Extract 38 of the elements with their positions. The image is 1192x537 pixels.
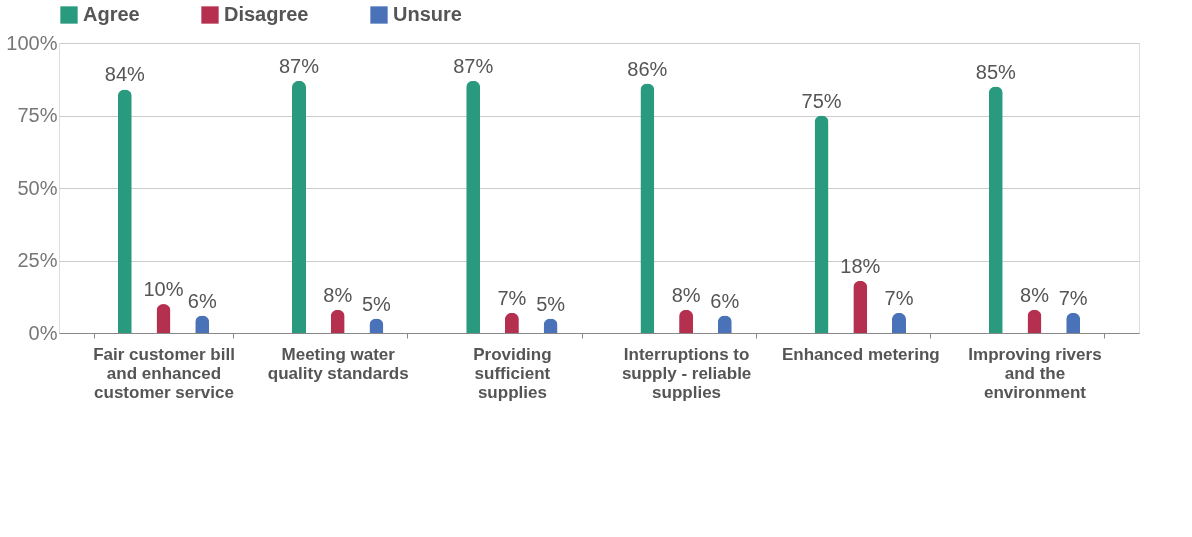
data-label: 7% [884, 286, 914, 309]
data-label: 86% [627, 57, 668, 80]
data-label: 87% [453, 54, 494, 77]
bar [117, 89, 132, 333]
data-label: 18% [840, 254, 881, 277]
data-label: 87% [278, 54, 320, 77]
data-label: 8% [323, 283, 353, 306]
bar [292, 80, 306, 333]
x-tick-label: Enhanced metering [781, 344, 940, 364]
data-label: 75% [801, 89, 842, 112]
data-label: 7% [497, 286, 527, 309]
y-tick-label: 50% [17, 176, 58, 199]
data-label: 7% [1058, 286, 1088, 309]
data-label: 10% [143, 278, 184, 300]
data-label: 6% [187, 289, 217, 312]
bar [466, 80, 481, 333]
x-tick-label: Interruptions to supply - reliable supplies [621, 344, 752, 402]
x-tick-label: Fair customer bill and enhanced customer service [93, 344, 235, 402]
y-tick-label: 25% [17, 249, 58, 271]
bar [988, 86, 1003, 333]
data-label: 8% [1020, 283, 1050, 306]
legend-label: Disagree [224, 3, 309, 25]
y-tick-label: 0% [28, 321, 58, 344]
data-label: 5% [361, 292, 392, 315]
y-tick-label: 75% [17, 104, 58, 126]
x-tick-label: Improving rivers and the environment [968, 344, 1102, 402]
data-label: 6% [710, 289, 740, 312]
data-label: 85% [975, 60, 1016, 83]
bar [814, 115, 829, 333]
data-label: 8% [671, 283, 701, 306]
legend-label: Unsure [393, 3, 462, 25]
y-tick-label: 100% [6, 31, 58, 54]
legend-label: Agree [83, 3, 140, 25]
bar [640, 83, 655, 333]
x-tick-label: Meeting water quality standards [267, 344, 409, 383]
x-tick-label: Providing sufficient supplies [473, 344, 552, 402]
data-label: 84% [104, 63, 146, 86]
data-label: 5% [536, 292, 566, 315]
